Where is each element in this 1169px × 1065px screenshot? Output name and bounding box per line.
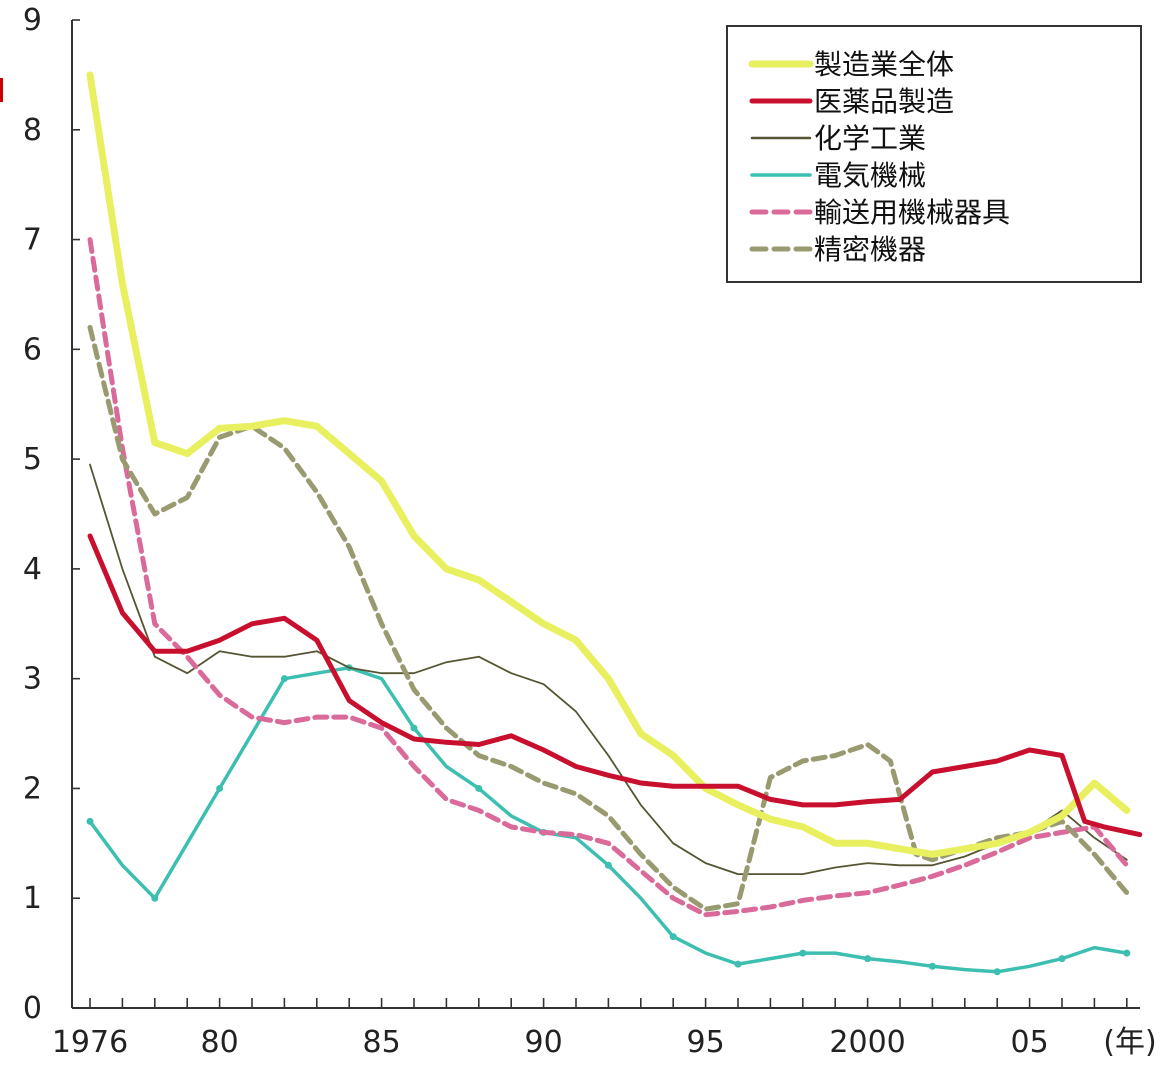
series-point bbox=[734, 960, 742, 968]
x-tick-label: 95 bbox=[687, 1025, 725, 1060]
x-tick-label: 05 bbox=[1011, 1025, 1049, 1060]
y-tick-label: 8 bbox=[23, 113, 42, 148]
x-tick-label: 90 bbox=[525, 1025, 563, 1060]
x-unit-label: (年) bbox=[1103, 1025, 1156, 1060]
legend-label: 電気機械 bbox=[814, 159, 926, 192]
chart-axes: 0 1 2 3 4 5 6 7 8 9 1976 80 85 90 95 2000 05 (年) bbox=[23, 3, 1157, 1060]
y-tick-label: 4 bbox=[23, 552, 42, 587]
red-margin-mark bbox=[0, 78, 3, 102]
series-line-4 bbox=[87, 237, 1130, 918]
series-point bbox=[864, 955, 872, 963]
legend-box bbox=[726, 25, 1142, 283]
series-line-0 bbox=[86, 71, 1131, 858]
x-tick-label: 85 bbox=[363, 1025, 401, 1060]
series-point bbox=[928, 962, 936, 970]
x-tick-label: 2000 bbox=[829, 1025, 905, 1060]
y-tick-label: 7 bbox=[23, 223, 42, 258]
series-point bbox=[216, 784, 224, 792]
y-tick-label: 0 bbox=[23, 991, 42, 1026]
y-tick-label: 2 bbox=[23, 771, 42, 806]
series-point bbox=[151, 894, 159, 902]
series-line-1 bbox=[87, 533, 1143, 838]
legend-label: 化学工業 bbox=[814, 122, 926, 155]
y-tick-label: 5 bbox=[23, 442, 42, 477]
legend-label: 精密機器 bbox=[814, 233, 926, 266]
legend-label: 製造業全体 bbox=[814, 48, 954, 81]
series-point bbox=[993, 968, 1001, 976]
series-point bbox=[604, 861, 612, 869]
series-line-5 bbox=[87, 324, 1130, 912]
legend-label: 医薬品製造 bbox=[814, 85, 954, 118]
y-tick-label: 1 bbox=[23, 881, 42, 916]
series-point bbox=[86, 817, 94, 825]
legend-label: 輸送用機械器具 bbox=[814, 196, 1010, 229]
x-tick-label: 80 bbox=[201, 1025, 239, 1060]
y-tick-label: 6 bbox=[23, 332, 42, 367]
y-tick-label: 3 bbox=[23, 662, 42, 697]
series-point bbox=[669, 933, 677, 941]
series-point bbox=[1123, 949, 1131, 957]
series-line-2 bbox=[89, 463, 1128, 875]
series-point bbox=[410, 724, 418, 732]
series-point bbox=[799, 949, 807, 957]
x-tick-label: 1976 bbox=[52, 1025, 128, 1060]
series-point bbox=[280, 675, 288, 683]
series-point bbox=[475, 784, 483, 792]
series-point bbox=[1058, 955, 1066, 963]
y-tick-label: 9 bbox=[23, 3, 42, 38]
series-layer bbox=[86, 71, 1143, 976]
